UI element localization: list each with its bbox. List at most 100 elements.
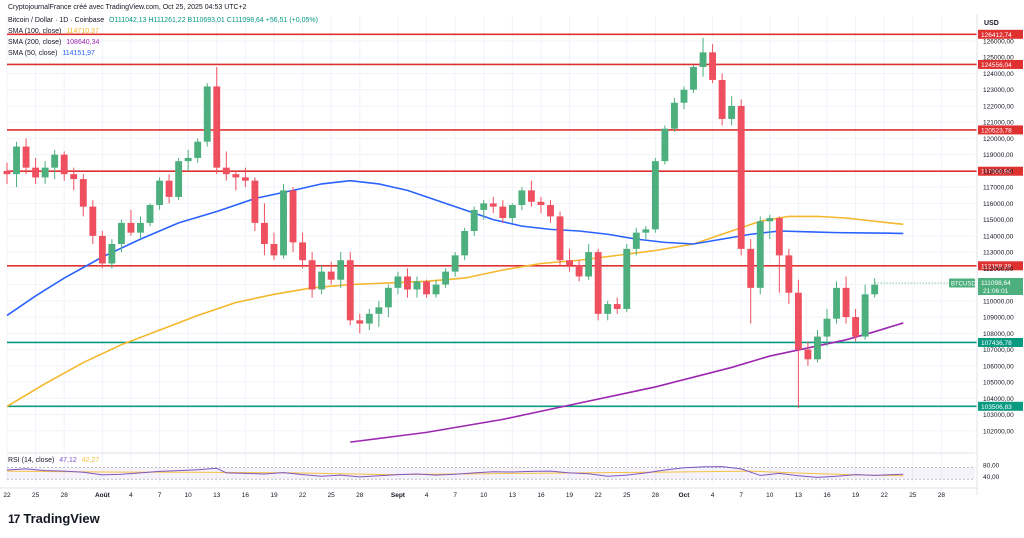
candle-body	[718, 79, 726, 119]
legend-sma200-value: 108640,34	[66, 39, 100, 46]
price-tick-label: 126000,00	[983, 38, 1014, 45]
candle-body	[852, 317, 860, 337]
price-tick-label: 121000,00	[983, 120, 1014, 127]
currency-label[interactable]: USD	[984, 20, 999, 27]
candle-body	[442, 271, 450, 285]
time-tick-label: 28	[61, 492, 69, 499]
time-tick-label: 28	[938, 492, 946, 499]
candle-body	[299, 242, 307, 261]
candle-body	[89, 206, 97, 236]
legend-sma50[interactable]: SMA (50, close) 114151,97	[8, 49, 95, 58]
candle-body	[127, 222, 135, 233]
price-axis[interactable]: 102000,00 103000,00 104000,00 105000,00 1060…	[976, 14, 1023, 495]
candle-body	[632, 232, 640, 249]
legend-sma100[interactable]: SMA (100, close) 114710,37	[8, 27, 99, 36]
candle-body	[98, 235, 106, 264]
candle-body	[699, 52, 707, 67]
candle-body	[222, 167, 230, 175]
candle-body	[117, 222, 125, 244]
time-tick-label: 25	[623, 492, 631, 499]
time-tick-label: 22	[595, 492, 603, 499]
tradingview-logo: 17 TradingView	[8, 511, 100, 526]
candle-body	[241, 177, 249, 181]
time-tick-label: 4	[425, 492, 429, 499]
candle-body	[642, 229, 650, 233]
price-tick-label: 115000,00	[983, 217, 1014, 224]
legend-sma50-label: SMA (50, close)	[8, 50, 58, 57]
legend-sma50-value: 114151,97	[62, 50, 95, 57]
level-tag-resistance	[978, 125, 1023, 135]
candle-body	[690, 66, 697, 90]
time-tick-label: 16	[823, 492, 831, 499]
level-tag-resistance	[978, 29, 1023, 39]
rsi-tick-label: 40,00	[983, 474, 1000, 481]
price-tick-label: 118000,00	[983, 168, 1014, 175]
candle-body	[327, 271, 335, 280]
candle-body	[747, 248, 755, 288]
level-price-label: 107436,78	[981, 340, 1012, 347]
candle-body	[165, 180, 173, 197]
price-tick-label: 102000,00	[983, 428, 1014, 435]
time-tick-label: 10	[766, 492, 774, 499]
price-tick-label: 122000,00	[983, 103, 1014, 110]
level-price-label: 117980,94	[981, 169, 1012, 176]
price-tick-label: 124000,00	[983, 71, 1014, 78]
candle-body	[566, 260, 573, 266]
level-tag-support	[978, 401, 1023, 411]
candle-body	[623, 248, 631, 309]
candle-body	[794, 292, 802, 350]
chart-watermark: CryptojournalFrance créé avec TradingVie…	[8, 4, 247, 11]
candle-body	[70, 174, 78, 180]
time-axis[interactable]: 22 25 28 Août 4 7 10 13 16 19 22 25 28 Sept 4 7 10 13 16 19…	[0, 487, 977, 499]
candle-body	[575, 265, 583, 277]
time-tick-label: 10	[480, 492, 488, 499]
legend-rsi[interactable]: RSI (14, close) 47,12 42,27	[8, 456, 99, 465]
candle-body	[232, 174, 240, 178]
price-tick-label: 103000,00	[983, 412, 1014, 419]
level-tag-resistance	[978, 261, 1023, 271]
legend-sma100-value: 114710,37	[66, 28, 99, 35]
candle-body	[146, 205, 154, 223]
candle-body	[604, 304, 612, 314]
candle-body	[384, 287, 392, 308]
candle-body	[470, 209, 478, 232]
candle-body	[203, 86, 211, 142]
candle-body	[356, 320, 364, 324]
candle-body	[156, 180, 163, 206]
candle-body	[32, 167, 40, 178]
time-tick-label: Oct	[679, 492, 691, 499]
candle-body	[709, 52, 717, 80]
time-tick-label: 25	[32, 492, 40, 499]
level-price-label: 124556,04	[981, 62, 1012, 69]
candle-body	[108, 243, 116, 264]
candle-body	[766, 218, 774, 222]
candle-body	[137, 222, 144, 233]
level-tag-support	[978, 337, 1023, 347]
candle-body	[404, 276, 411, 290]
time-tick-label: 19	[566, 492, 574, 499]
candle-body	[13, 146, 20, 175]
candle-body	[508, 205, 516, 219]
level-tag-resistance	[978, 166, 1023, 176]
candle-body	[3, 170, 11, 175]
candle-body	[728, 105, 736, 119]
time-tick-label: Août	[95, 492, 111, 499]
price-tick-label: 116000,00	[983, 201, 1014, 208]
rsi-pane: 80,00 40,00	[6, 462, 1000, 481]
candle-body	[585, 252, 593, 277]
price-tick-label: 107000,00	[983, 347, 1014, 354]
time-tick-label: 19	[270, 492, 278, 499]
candle-body	[785, 255, 793, 293]
candle-body	[280, 190, 287, 256]
sma100-line	[6, 215, 904, 408]
candle-body	[537, 201, 545, 206]
legend-sma200[interactable]: SMA (200, close) 108640,34	[8, 38, 99, 47]
price-tick-label: 123000,00	[983, 87, 1014, 94]
candle-body	[737, 105, 745, 249]
candle-body	[394, 276, 402, 288]
candle-body	[194, 141, 202, 158]
candle-body	[861, 294, 869, 337]
time-tick-label: 22	[881, 492, 889, 499]
candle-body	[499, 206, 507, 219]
